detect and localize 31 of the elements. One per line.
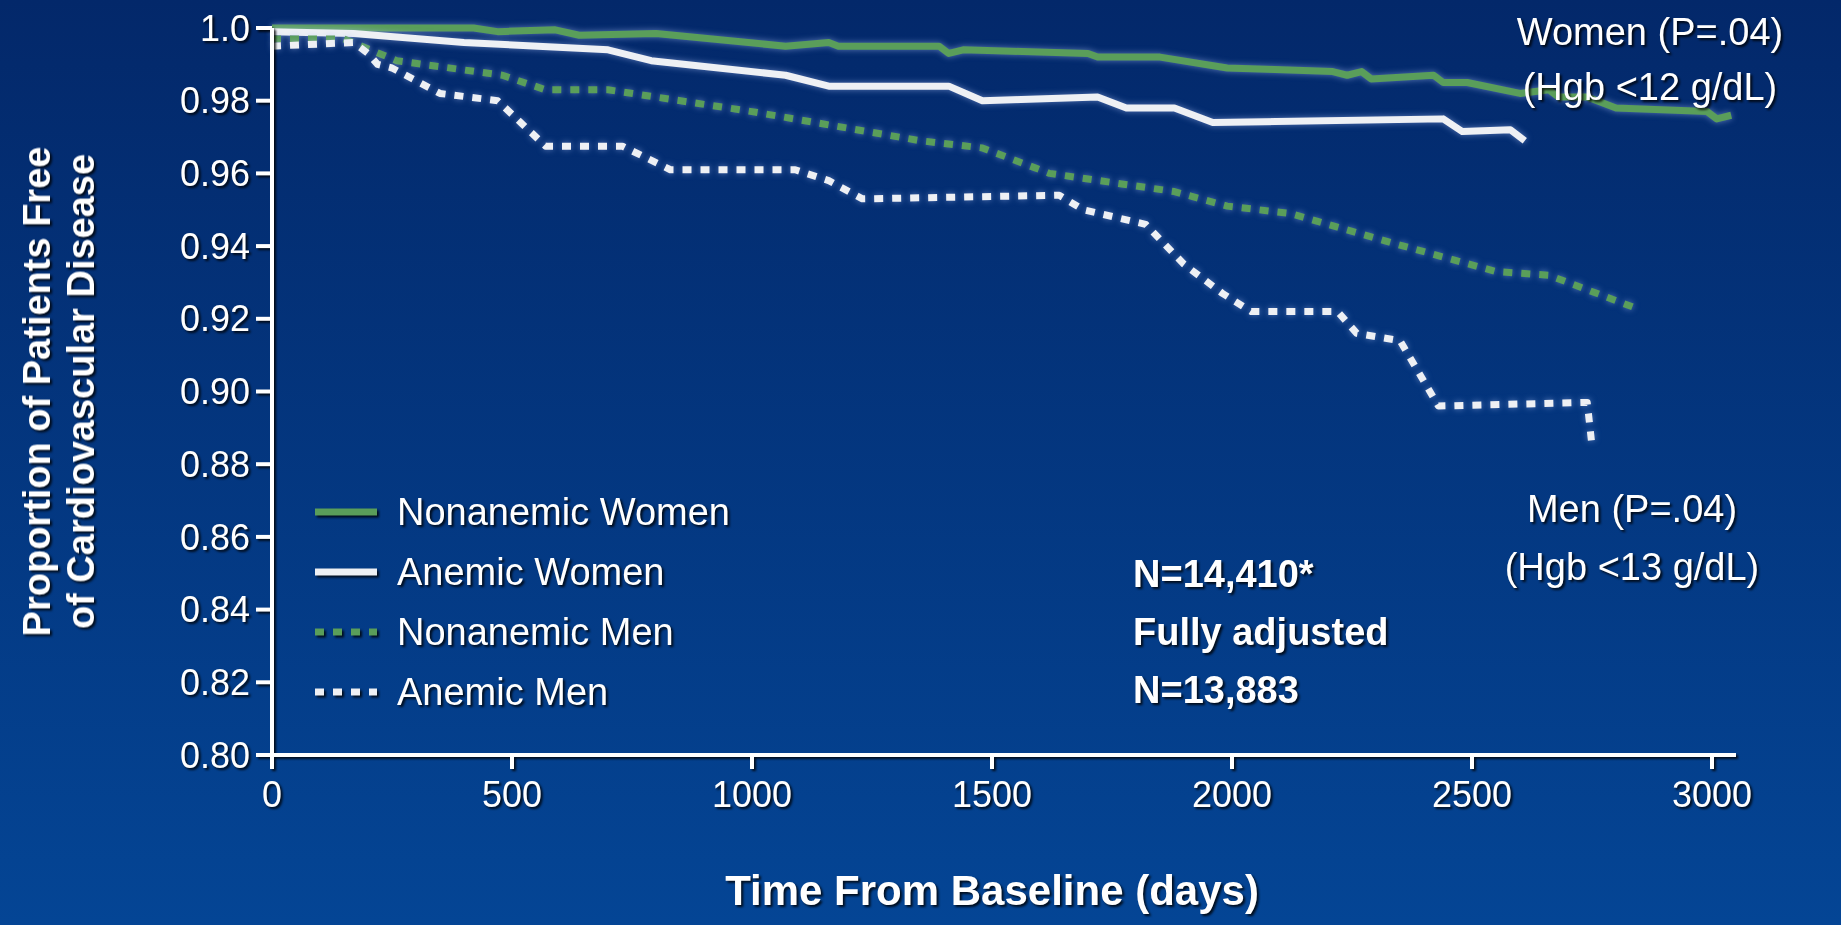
x-tick-label: 2000 xyxy=(1191,774,1273,815)
y-tick-label: 0.92 xyxy=(179,298,250,340)
y-tick-label: 0.94 xyxy=(179,225,250,267)
y-tick-label: 1.0 xyxy=(199,7,250,49)
y-tick-label: 0.80 xyxy=(179,734,250,776)
legend-label: Anemic Men xyxy=(397,671,609,714)
x-tick-label: 3000 xyxy=(1671,774,1753,815)
annotation: (Hgb <13 g/dL) xyxy=(1504,546,1760,588)
x-tick-label: 0 xyxy=(261,774,283,815)
legend-label: Nonanemic Women xyxy=(397,491,731,534)
y-tick-label: 0.96 xyxy=(179,153,250,194)
y-tick-label: 0.84 xyxy=(179,589,250,631)
annotation: Women (P=.04) xyxy=(1516,11,1784,53)
annotation: Men (P=.04) xyxy=(1526,488,1738,530)
y-tick-label: 0.98 xyxy=(179,80,250,122)
y-tick-label: 0.86 xyxy=(179,516,250,558)
x-axis-title: Time From Baseline (days) xyxy=(725,867,1259,914)
annotation: N=14,410* xyxy=(1133,553,1314,595)
x-tick-label: 2500 xyxy=(1431,774,1513,815)
legend-label: Anemic Women xyxy=(397,551,665,594)
annotation: N=13,883 xyxy=(1133,669,1299,711)
annotation: (Hgb <12 g/dL) xyxy=(1522,66,1778,108)
y-tick-label: 0.88 xyxy=(179,443,250,485)
y-tick-label: 0.90 xyxy=(179,371,250,413)
x-tick-label: 1500 xyxy=(951,774,1033,815)
x-tick-label: 1000 xyxy=(711,774,793,815)
x-tick-label: 500 xyxy=(481,774,543,815)
y-tick-label: 0.82 xyxy=(179,661,250,703)
legend-label: Nonanemic Men xyxy=(397,611,674,654)
y-axis-title: Proportion of Patients Free of Cardiovascular Disease xyxy=(16,146,102,637)
annotation: Fully adjusted xyxy=(1133,611,1389,653)
